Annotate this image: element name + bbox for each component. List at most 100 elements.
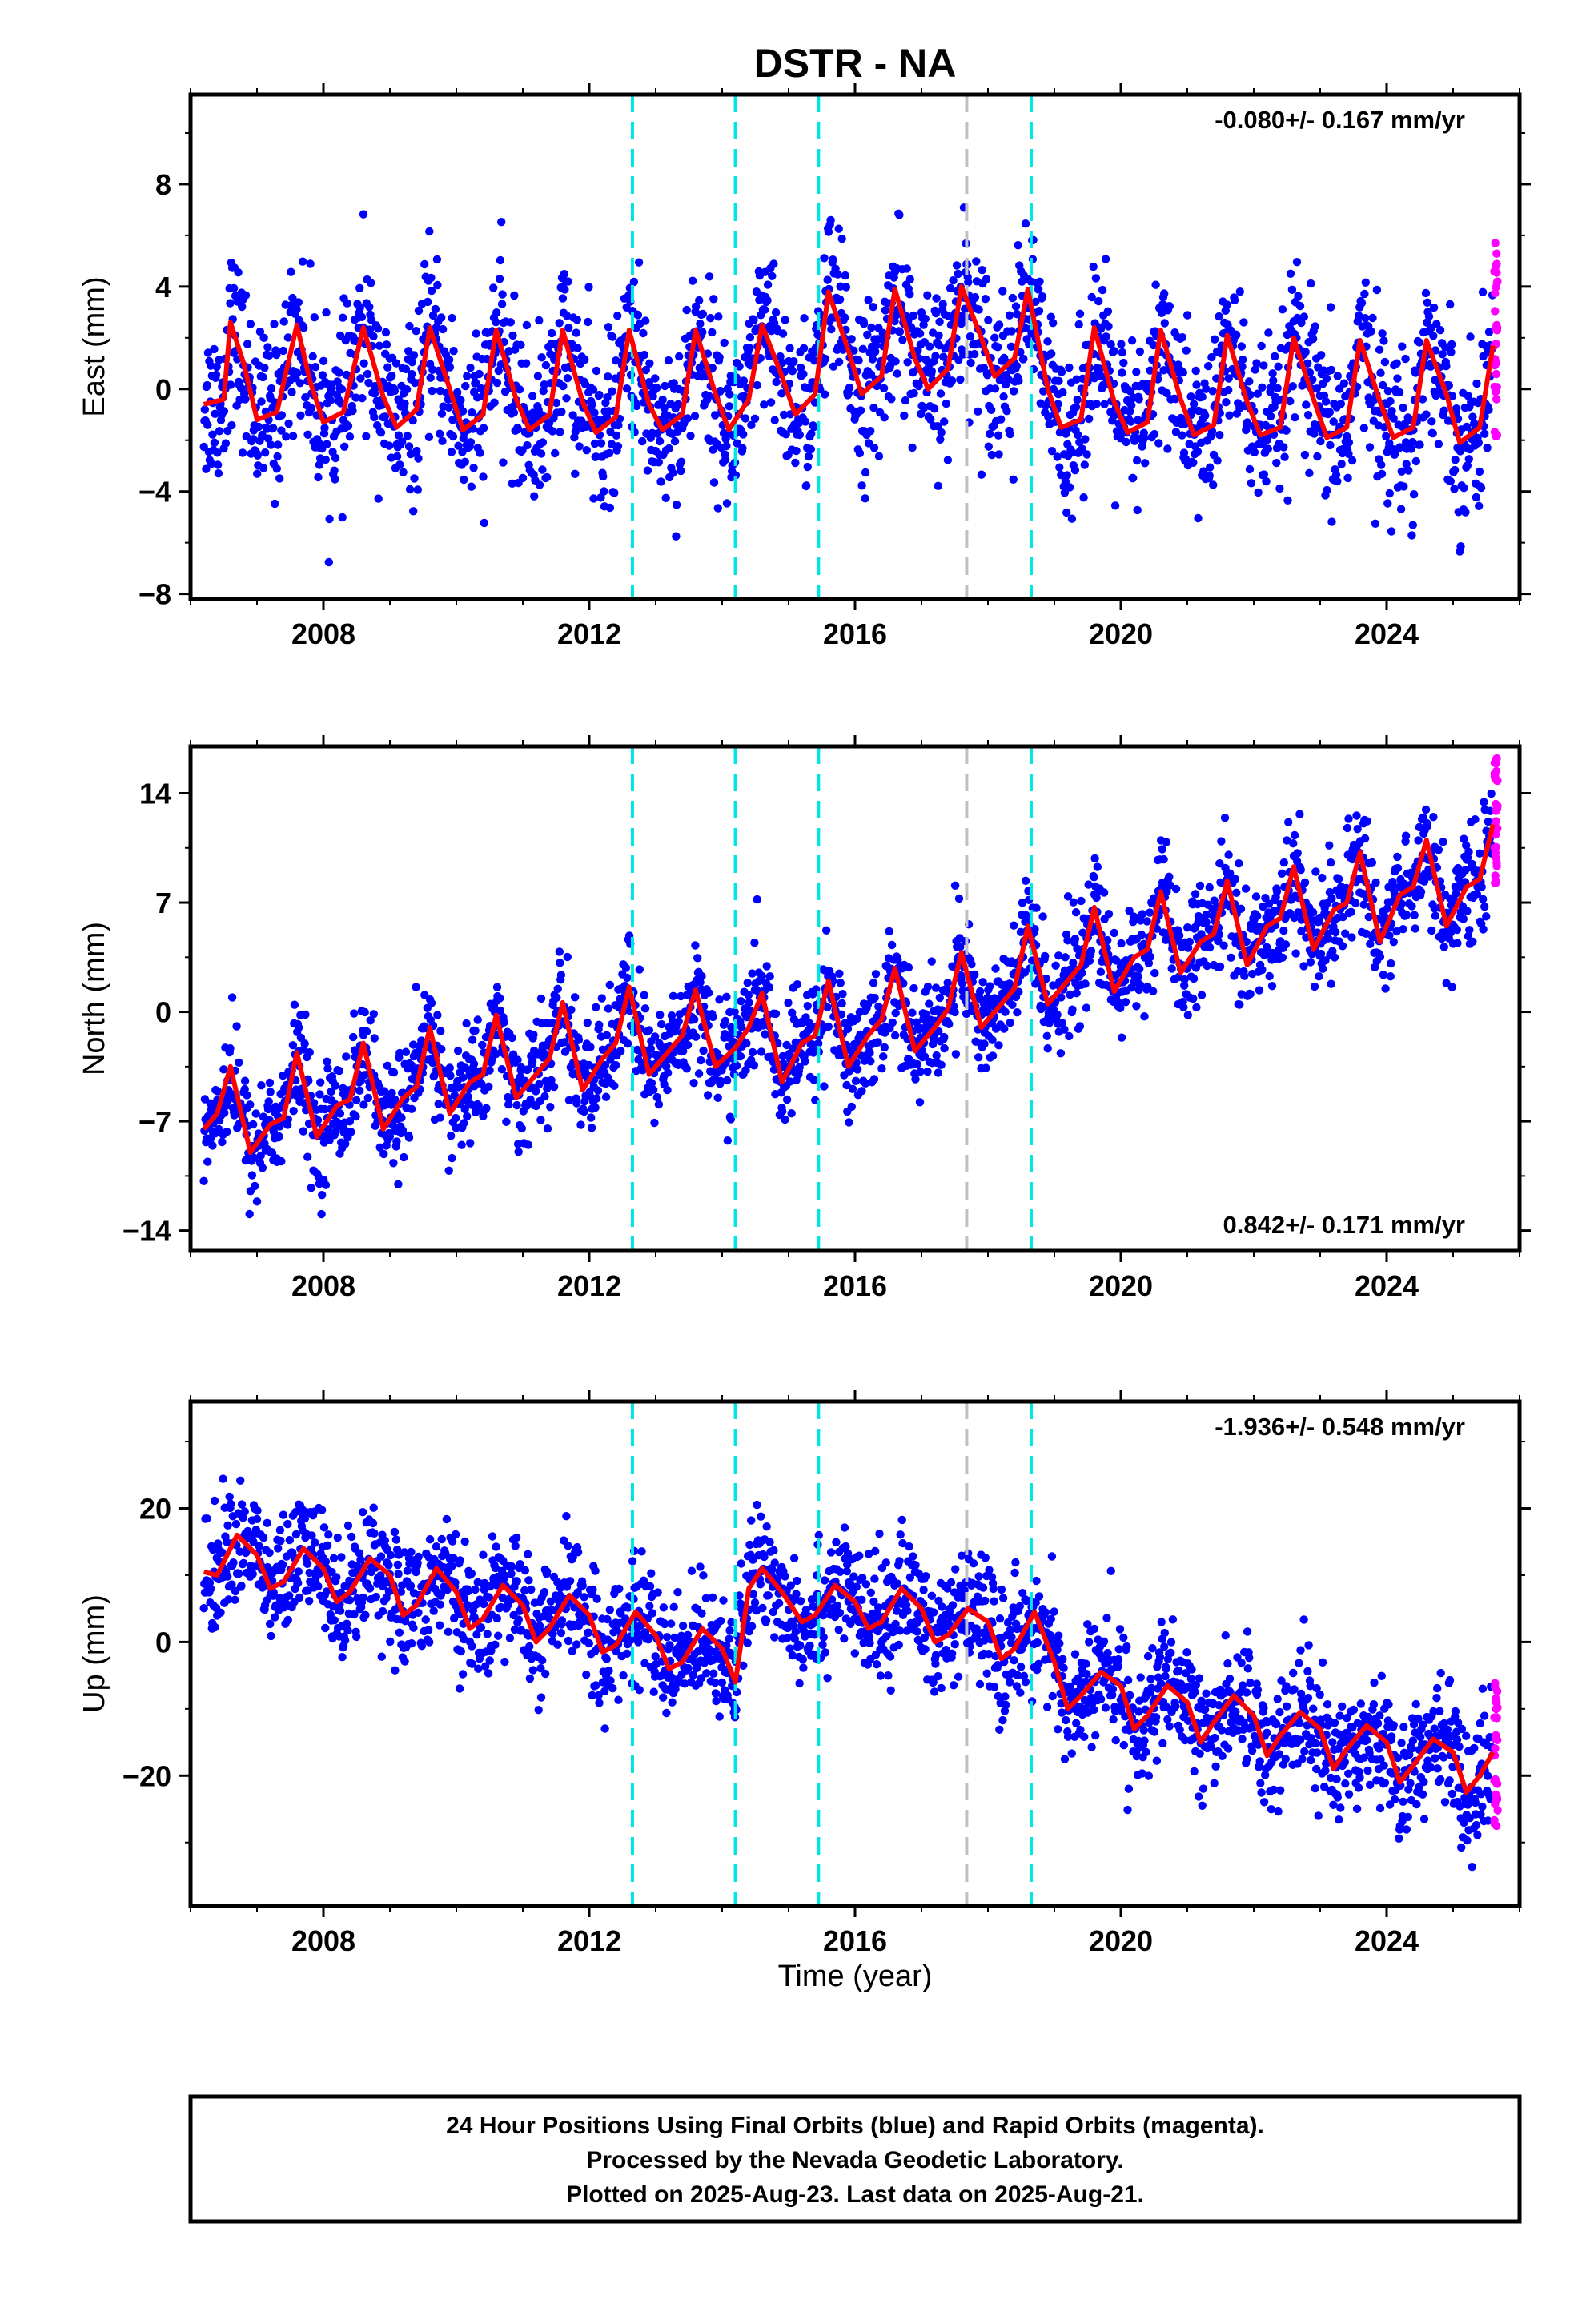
final-orbit-point (1307, 279, 1315, 288)
final-orbit-point (1182, 346, 1191, 355)
final-orbit-point (1329, 417, 1338, 426)
final-orbit-point (560, 270, 568, 279)
final-orbit-point (1235, 287, 1245, 296)
rapid-orbit-point (1492, 430, 1501, 440)
final-orbit-point (284, 419, 293, 428)
final-orbit-point (994, 320, 1004, 329)
final-orbit-point (552, 993, 561, 1002)
final-orbit-point (1044, 412, 1053, 421)
rapid-orbit-point (1490, 758, 1500, 767)
final-orbit-point (866, 427, 875, 436)
final-orbit-point (219, 1065, 228, 1074)
final-orbit-point (711, 411, 720, 420)
final-orbit-point (497, 300, 507, 308)
final-orbit-point (641, 316, 650, 325)
final-orbit-point (1453, 939, 1462, 947)
rapid-orbit-point (1491, 388, 1500, 396)
final-orbit-point (1383, 387, 1393, 396)
final-orbit-point (500, 1018, 508, 1027)
final-orbit-point (412, 983, 420, 991)
final-orbit-point (809, 422, 819, 432)
final-orbit-point (325, 1136, 334, 1145)
final-orbit-point (308, 352, 317, 361)
x-tick-label: 2008 (291, 617, 355, 650)
final-orbit-point (663, 1085, 672, 1095)
final-orbit-point (1464, 455, 1474, 464)
final-orbit-point (508, 1033, 516, 1043)
final-orbit-point (560, 1038, 569, 1047)
x-tick-label: 2024 (1355, 617, 1419, 650)
final-orbit-point (1189, 994, 1198, 1003)
final-orbit-point (885, 927, 893, 936)
final-orbit-point (271, 499, 279, 509)
final-orbit-point (690, 412, 700, 420)
final-orbit-point (1206, 463, 1215, 472)
final-orbit-point (318, 1191, 327, 1200)
final-orbit-point (1331, 927, 1340, 937)
final-orbit-point (866, 1057, 875, 1066)
final-orbit-point (408, 358, 416, 367)
final-orbit-point (1322, 397, 1331, 406)
final-orbit-point (1240, 971, 1249, 980)
final-orbit-point (487, 1055, 496, 1064)
final-orbit-point (274, 440, 283, 449)
final-orbit-point (219, 407, 229, 416)
final-orbit-point (917, 409, 926, 419)
final-orbit-point (1368, 313, 1377, 323)
final-orbit-point (1081, 979, 1090, 988)
final-orbit-point (934, 481, 943, 490)
final-orbit-point (788, 367, 797, 376)
final-orbit-point (1202, 918, 1211, 927)
final-orbit-point (932, 1051, 941, 1060)
final-orbit-point (1237, 342, 1247, 351)
final-orbit-point (934, 422, 942, 431)
final-orbit-point (1344, 449, 1353, 458)
final-orbit-point (392, 1137, 401, 1146)
final-orbit-point (1387, 527, 1396, 536)
final-orbit-point (1315, 972, 1323, 981)
y-tick-label: −8 (139, 578, 171, 611)
final-orbit-point (1278, 305, 1287, 314)
final-orbit-point (1444, 381, 1454, 390)
final-orbit-point (655, 436, 665, 446)
final-orbit-point (1281, 940, 1291, 949)
final-orbit-point (1133, 505, 1142, 515)
final-orbit-point (1441, 343, 1450, 352)
final-orbit-point (492, 308, 501, 317)
final-orbit-point (1392, 359, 1401, 368)
final-orbit-point (468, 1035, 477, 1044)
final-orbit-point (1323, 934, 1333, 943)
final-orbit-point (736, 1051, 745, 1061)
final-orbit-point (1057, 470, 1066, 480)
final-orbit-point (588, 385, 598, 394)
final-orbit-point (1283, 496, 1292, 505)
final-orbit-point (1013, 310, 1022, 319)
final-orbit-point (937, 1060, 946, 1069)
final-orbit-point (364, 378, 373, 388)
final-orbit-point (633, 311, 643, 320)
final-orbit-point (1211, 335, 1219, 344)
rapid-orbit-point (1491, 871, 1500, 880)
final-orbit-point (1071, 403, 1081, 412)
velocity-annotation: -0.080+/- 0.167 mm/yr (1215, 106, 1465, 134)
final-orbit-point (935, 993, 945, 1003)
final-orbit-point (1322, 374, 1331, 383)
final-orbit-point (202, 464, 211, 473)
final-orbit-point (1479, 895, 1488, 903)
final-orbit-point (389, 1068, 399, 1077)
final-orbit-point (1333, 372, 1343, 380)
final-orbit-point (420, 991, 429, 999)
final-orbit-point (249, 1120, 258, 1129)
final-orbit-point (672, 501, 681, 509)
final-orbit-point (940, 1032, 949, 1042)
final-orbit-point (1295, 810, 1304, 818)
final-orbit-point (1273, 384, 1282, 392)
final-orbit-point (1360, 834, 1370, 843)
final-orbit-point (748, 969, 757, 978)
final-orbit-point (523, 440, 532, 450)
final-orbit-point (1325, 408, 1335, 416)
final-orbit-point (1185, 937, 1195, 947)
final-orbit-point (207, 459, 216, 468)
final-orbit-point (1483, 444, 1492, 452)
final-orbit-point (575, 442, 584, 451)
